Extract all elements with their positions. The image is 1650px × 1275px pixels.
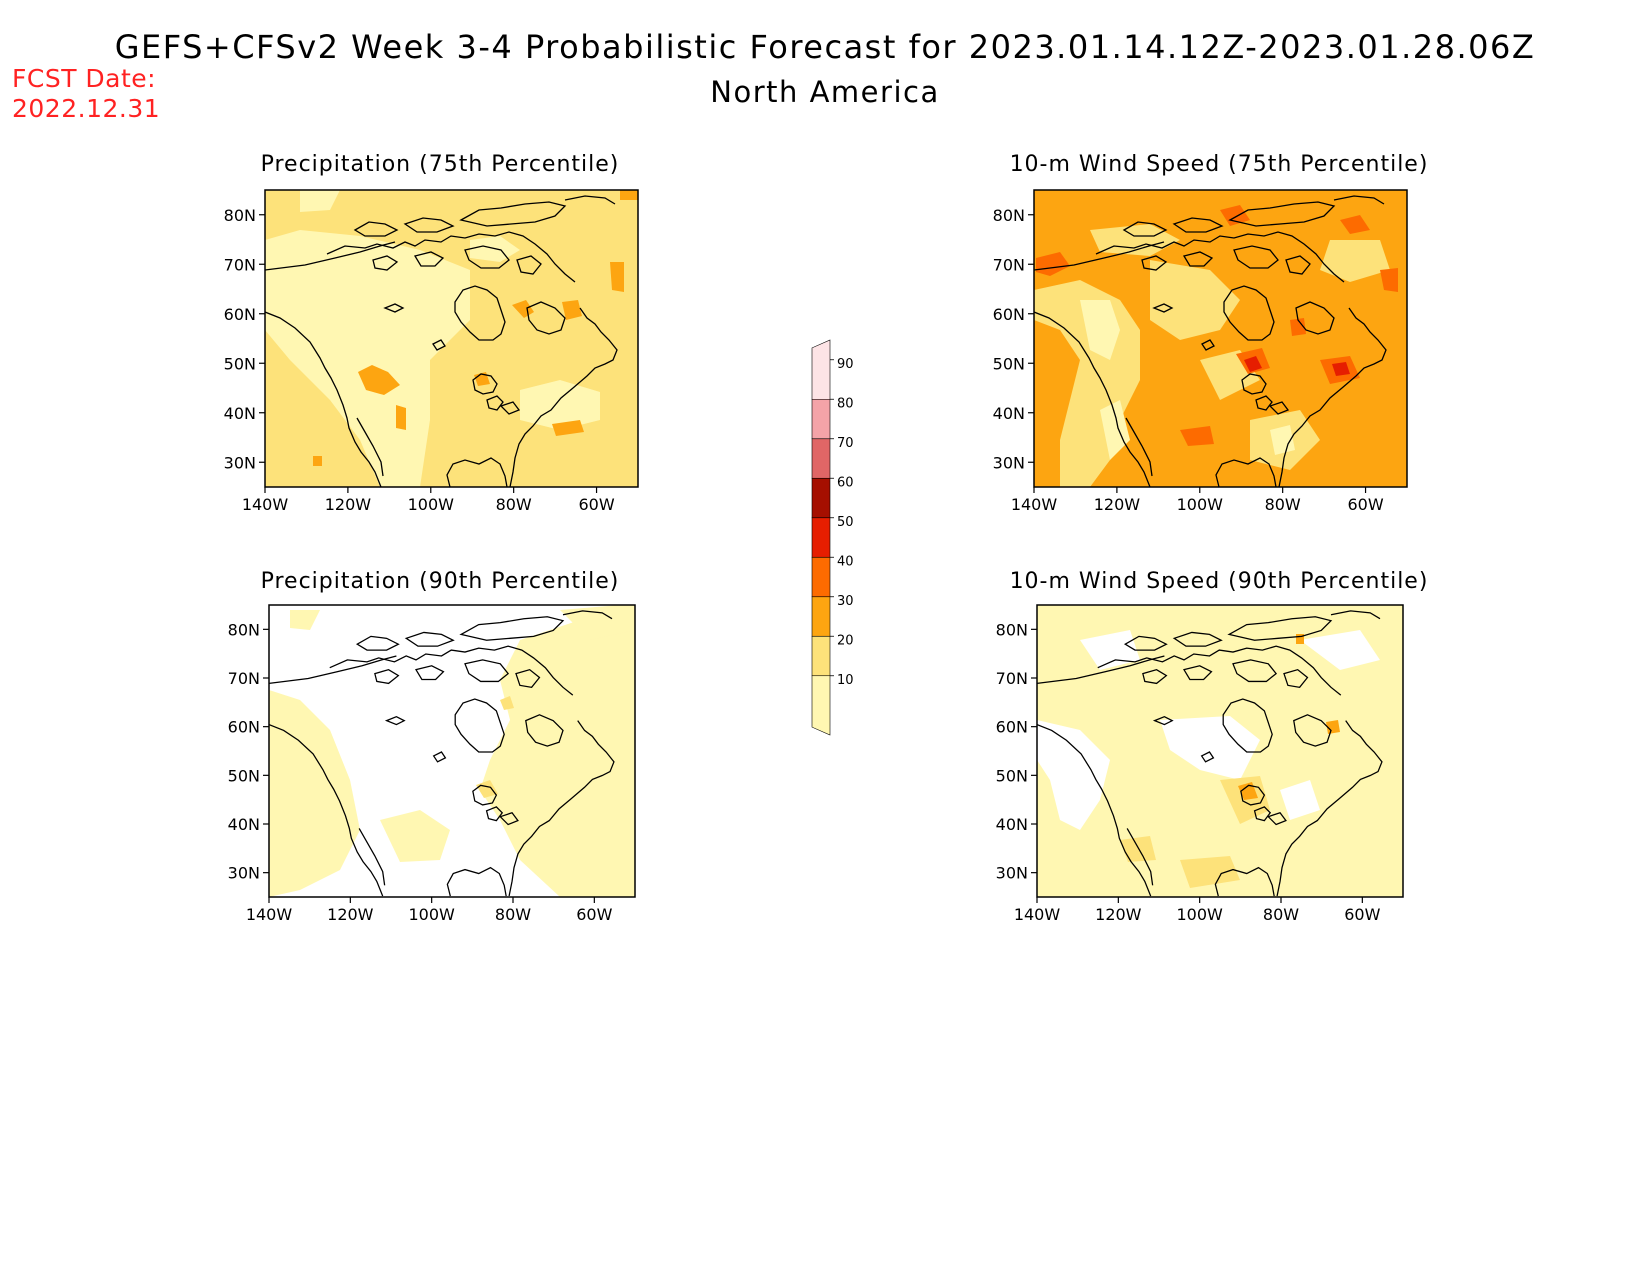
- lat-label: 40N: [993, 404, 1025, 423]
- lat-label: 60N: [996, 718, 1028, 737]
- fcst-date-label: FCST Date:: [12, 64, 157, 93]
- lon-label: 100W: [408, 495, 455, 514]
- page-title: GEFS+CFSv2 Week 3-4 Probabilistic Foreca…: [114, 28, 1536, 66]
- lat-label: 30N: [996, 864, 1028, 883]
- colorbar-segment: [811, 339, 831, 400]
- lat-label: 60N: [993, 305, 1025, 324]
- lon-label: 120W: [325, 495, 372, 514]
- lat-label: 80N: [996, 620, 1028, 639]
- colorbar-segment: [811, 398, 831, 440]
- colorbar-segment: [811, 556, 831, 598]
- lat-label: 30N: [228, 864, 260, 883]
- colorbar-label: 50: [837, 515, 854, 530]
- lon-label: 60W: [1347, 495, 1383, 514]
- colorbar-label: 90: [837, 357, 854, 372]
- lat-label: 30N: [993, 453, 1025, 472]
- colorbar-segment: [811, 675, 831, 736]
- panel-title-precip-90: Precipitation (90th Percentile): [260, 569, 620, 594]
- panel-title-wind-90: 10-m Wind Speed (90th Percentile): [1009, 569, 1429, 594]
- lon-label: 80W: [495, 905, 531, 924]
- lon-label: 140W: [242, 495, 289, 514]
- lon-label: 120W: [1094, 495, 1141, 514]
- colorbar-label: 40: [837, 554, 854, 569]
- lat-label: 40N: [996, 815, 1028, 834]
- lat-label: 30N: [224, 453, 256, 472]
- lat-label: 80N: [224, 206, 256, 225]
- lon-label: 140W: [1011, 495, 1058, 514]
- lon-label: 100W: [408, 905, 455, 924]
- panel-title-wind-75: 10-m Wind Speed (75th Percentile): [1009, 152, 1429, 177]
- lon-label: 80W: [496, 495, 532, 514]
- lon-label: 120W: [327, 905, 374, 924]
- colorbar-label: 60: [837, 475, 854, 490]
- fcst-date-value: 2022.12.31: [12, 94, 161, 123]
- lat-label: 70N: [993, 255, 1025, 274]
- colorbar-segment: [811, 477, 831, 519]
- lat-label: 60N: [224, 305, 256, 324]
- colorbar-label: 70: [837, 436, 854, 451]
- colorbar-label: 30: [837, 594, 854, 609]
- lon-label: 120W: [1095, 905, 1142, 924]
- map-precip-90: [268, 604, 636, 898]
- colorbar-segment: [811, 596, 831, 637]
- colorbar-segment: [811, 438, 831, 479]
- lon-label: 80W: [1265, 495, 1301, 514]
- lon-label: 100W: [1177, 495, 1224, 514]
- lon-label: 100W: [1176, 905, 1223, 924]
- lat-label: 50N: [993, 354, 1025, 373]
- lat-label: 70N: [996, 669, 1028, 688]
- lat-label: 80N: [228, 620, 260, 639]
- colorbar-label: 20: [837, 633, 854, 648]
- lon-label: 80W: [1263, 905, 1299, 924]
- region-title: North America: [710, 75, 940, 109]
- lat-label: 50N: [996, 766, 1028, 785]
- lon-label: 60W: [1344, 905, 1380, 924]
- colorbar-label: 80: [837, 396, 854, 411]
- lat-label: 70N: [224, 255, 256, 274]
- colorbar: 10 20 30 40 50 60 70 80 90: [811, 339, 854, 736]
- lat-label: 70N: [228, 669, 260, 688]
- lat-label: 60N: [228, 718, 260, 737]
- colorbar-segment: [811, 635, 831, 677]
- map-wind-75: [1033, 189, 1408, 488]
- lat-label: 40N: [228, 815, 260, 834]
- lat-label: 50N: [228, 766, 260, 785]
- lon-label: 140W: [1014, 905, 1061, 924]
- lon-label: 60W: [576, 905, 612, 924]
- lat-label: 80N: [993, 206, 1025, 225]
- colorbar-segment: [811, 517, 831, 558]
- panel-title-precip-75: Precipitation (75th Percentile): [260, 152, 620, 177]
- map-wind-90: [1036, 604, 1404, 898]
- lat-label: 40N: [224, 404, 256, 423]
- lon-label: 60W: [578, 495, 614, 514]
- lon-label: 140W: [246, 905, 293, 924]
- map-precip-75: [264, 189, 639, 488]
- lat-label: 50N: [224, 354, 256, 373]
- colorbar-label: 10: [837, 673, 854, 688]
